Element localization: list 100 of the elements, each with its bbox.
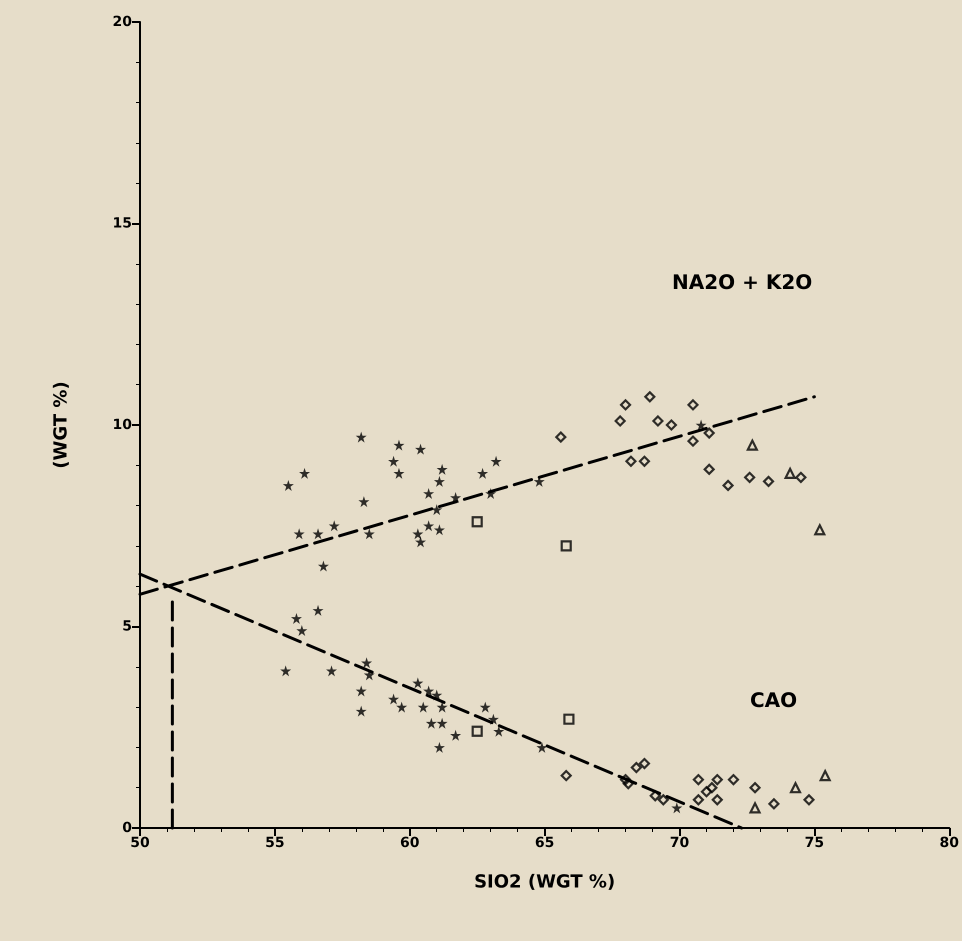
y-axis-title: (WGT %) [50,381,72,469]
point [299,468,310,479]
point [638,758,650,770]
point [364,528,375,540]
point [700,786,712,798]
y-tick-label: 10 [112,417,132,433]
x-tick-label: 80 [940,835,960,851]
point [666,419,678,431]
point [712,794,723,806]
point [282,480,294,491]
y-tick-label: 5 [122,618,132,634]
x-tick-label: 75 [804,835,824,851]
point [450,492,462,504]
point [472,516,483,528]
x-tick-label: 60 [400,835,420,851]
x-tick-label: 70 [670,835,690,851]
point [746,440,758,451]
point [356,685,367,696]
point [312,528,324,540]
point [472,726,483,737]
x-tick-label: 65 [534,835,554,851]
point [493,726,504,737]
point [361,657,372,668]
y-tick-label: 15 [112,216,132,232]
point [749,782,761,794]
point [687,399,699,410]
point [318,560,329,572]
point [434,742,445,753]
point [712,774,723,786]
point [328,520,340,532]
point [658,794,669,806]
point [620,399,632,410]
point [326,665,338,676]
point [749,802,761,814]
point [434,476,445,487]
point [290,612,302,624]
point [650,790,661,802]
point [803,794,815,806]
point [412,677,424,688]
point [423,520,434,532]
point [412,528,424,540]
point [536,742,548,753]
point [560,540,572,552]
point [728,774,740,786]
point [744,472,756,483]
point [652,415,664,427]
point [692,794,704,806]
point [814,524,826,536]
point [820,770,831,782]
point [358,496,370,508]
point [294,528,305,540]
point [630,762,642,774]
point [280,665,292,676]
point [762,476,774,488]
point [704,427,715,439]
point [644,391,656,402]
point [393,468,404,479]
point [436,718,448,729]
y-tick-label: 0 [122,820,132,836]
point [418,702,429,713]
point [434,524,445,536]
point [560,770,572,782]
point [436,702,448,713]
annotation: NA2O + K2O [672,270,812,294]
point [625,456,637,467]
point [706,782,718,794]
point [356,432,367,443]
point [768,798,780,810]
point [704,464,715,475]
point [423,685,434,696]
point [795,472,806,483]
x-axis-title: SIO2 (WGT %) [474,872,616,892]
point [480,702,491,713]
point [790,782,802,794]
point [620,774,632,786]
point [415,444,426,455]
x-tick-label: 55 [265,835,285,851]
point [423,488,434,500]
point [638,456,650,467]
point [614,415,626,427]
point [687,436,699,447]
point [312,604,324,616]
point [563,714,575,725]
point [477,468,488,479]
point [784,468,796,479]
point [436,464,448,475]
point [356,706,367,717]
point [396,702,408,713]
point [692,774,704,786]
point [388,694,400,705]
y-tick-label: 20 [112,14,132,30]
point [490,456,502,467]
point [393,440,404,451]
point [722,480,734,492]
annotation: CAO [750,688,798,712]
x-tick-label: 50 [130,835,150,851]
point [555,431,566,443]
point [426,718,437,729]
point [671,802,682,814]
point [415,536,426,548]
